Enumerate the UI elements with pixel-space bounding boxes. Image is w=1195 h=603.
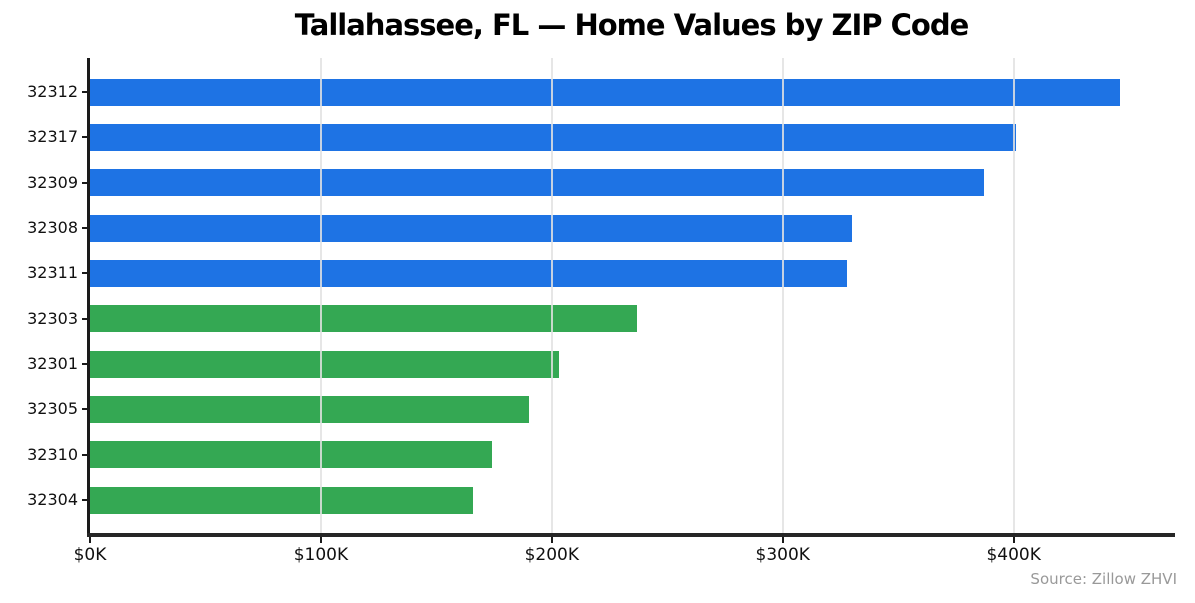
y-tick-label-32311: 32311: [27, 263, 78, 283]
y-tick-32317: [82, 136, 90, 139]
bar-32303: [90, 305, 638, 333]
bar-32301: [90, 350, 559, 378]
y-axis-line: [87, 58, 90, 535]
y-tick-label-32308: 32308: [27, 218, 78, 237]
gridline-$400K: [1012, 58, 1015, 534]
bar-32305: [90, 395, 529, 423]
gridline-$100K: [319, 58, 322, 534]
x-tick-label-$0K: $0K: [73, 545, 107, 565]
gridline-$200K: [550, 58, 553, 534]
x-tick-label-$300K: $300K: [755, 545, 810, 565]
y-tick-32301: [82, 363, 90, 365]
x-tick-$0K: [89, 537, 91, 543]
y-tick-label-32310: 32310: [27, 444, 78, 464]
x-tick-label-$100K: $100K: [293, 545, 349, 565]
x-axis-line: [87, 533, 1175, 537]
bar-32317: [90, 123, 1016, 151]
y-tick-32304: [82, 499, 90, 501]
y-tick-32311: [82, 272, 90, 275]
x-tick-$100K: [319, 537, 322, 543]
bar-32310: [90, 441, 492, 469]
x-tick-$200K: [550, 537, 553, 543]
y-tick-label-32309: 32309: [27, 172, 78, 192]
y-tick-32310: [82, 453, 90, 456]
chart-title: Tallahassee, FL — Home Values by ZIP Cod…: [294, 8, 970, 42]
source-note: Source: Zillow ZHVI: [1030, 570, 1177, 588]
x-tick-$300K: [781, 537, 784, 543]
x-tick-$400K: [1012, 537, 1015, 543]
y-tick-label-32305: 32305: [27, 399, 78, 419]
bar-32309: [90, 169, 984, 197]
y-tick-32312: [82, 91, 90, 93]
bar-32311: [90, 259, 848, 287]
y-tick-32305: [82, 408, 90, 411]
y-tick-label-32304: 32304: [27, 490, 78, 509]
y-tick-label-32303: 32303: [27, 308, 78, 328]
y-tick-32309: [82, 181, 90, 184]
bar-32308: [90, 214, 853, 242]
y-tick-32308: [82, 227, 90, 229]
bar-32312: [90, 78, 1120, 106]
y-tick-label-32301: 32301: [27, 354, 78, 373]
bar-32304: [90, 486, 474, 514]
x-tick-label-$200K: $200K: [524, 545, 580, 565]
y-tick-label-32317: 32317: [27, 127, 78, 147]
gridline-$300K: [781, 58, 784, 534]
y-tick-label-32312: 32312: [27, 82, 78, 101]
plot-area: [90, 58, 1173, 534]
x-tick-label-$400K: $400K: [986, 545, 1041, 565]
y-tick-32303: [82, 317, 90, 320]
